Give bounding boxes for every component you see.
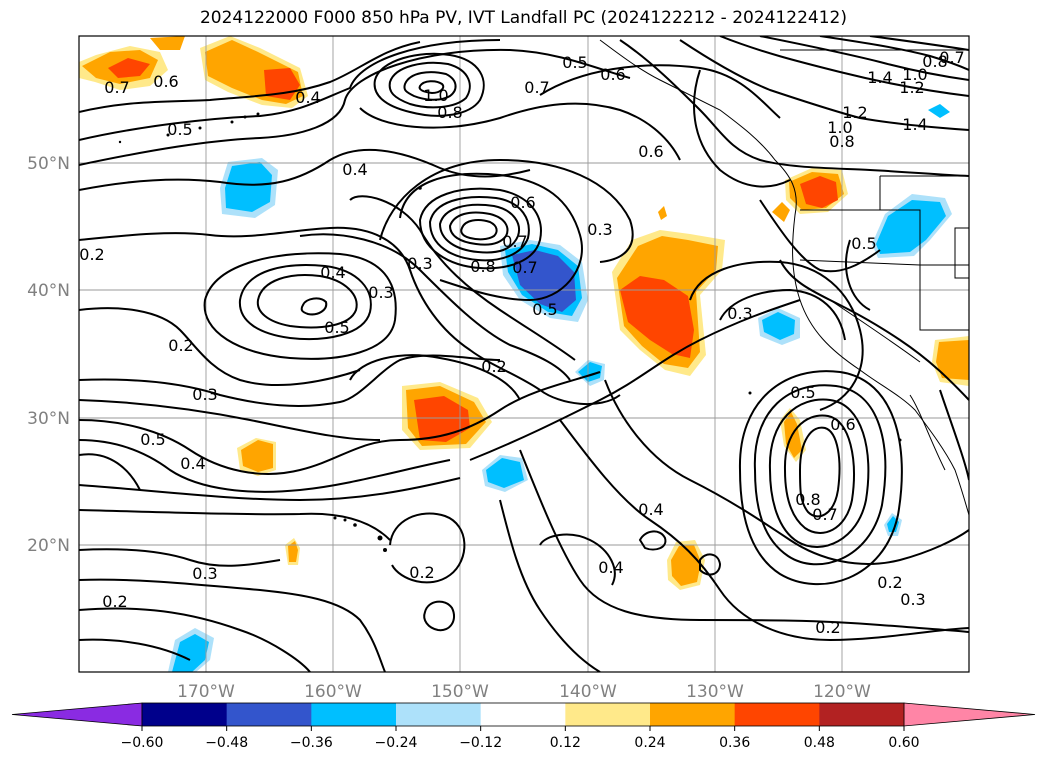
lon-label-160w: 160°W — [304, 682, 362, 702]
contour-label: 0.5 — [851, 234, 876, 253]
contour-label: 0.5 — [790, 383, 815, 402]
colorbar-tick-label: 0.60 — [888, 735, 919, 751]
contour-label: 1.0 — [423, 86, 448, 105]
colorbar-segment — [311, 703, 397, 726]
contour-label: 0.2 — [409, 563, 434, 582]
latitude-labels: 50°N 40°N 30°N 20°N — [27, 154, 70, 556]
contour-label: 0.2 — [102, 592, 127, 611]
colorbar-segment — [819, 703, 905, 726]
coastlines — [599, 39, 969, 516]
contour-label: 0.6 — [510, 193, 535, 212]
contour-label: 0.2 — [877, 573, 902, 592]
contour-label: 0.2 — [168, 336, 193, 355]
contour-label: 0.5 — [562, 53, 587, 72]
colorbar-segment — [650, 703, 736, 726]
contour-label: 1.0 — [902, 65, 927, 84]
contour-label: 0.5 — [324, 318, 349, 337]
lat-label-40: 40°N — [27, 281, 70, 301]
colorbar-extend-high — [903, 702, 1036, 727]
contour-label: 0.2 — [815, 618, 840, 637]
contour-label: 0.8 — [829, 132, 854, 151]
contour-label: 1.2 — [842, 103, 867, 122]
colorbar-tick-label: −0.12 — [459, 735, 502, 751]
contour-label: 0.2 — [79, 245, 104, 264]
colorbar-frame — [141, 702, 905, 727]
contour-label: 0.4 — [598, 558, 623, 577]
lon-label-150w: 150°W — [431, 682, 489, 702]
colorbar-tick-label: −0.60 — [121, 735, 164, 751]
contour-label: 0.5 — [167, 120, 192, 139]
colorbar-tick-label: −0.48 — [205, 735, 248, 751]
colorbar-tick-label: −0.36 — [290, 735, 333, 751]
lon-label-130w: 130°W — [686, 682, 744, 702]
contour-label: 0.4 — [638, 500, 663, 519]
contour-label: 0.3 — [192, 385, 217, 404]
contour-label: 0.6 — [600, 65, 625, 84]
colorbar-tick-label: 0.24 — [634, 735, 665, 751]
colorbar-extend-low — [11, 702, 143, 727]
islands — [118, 112, 902, 552]
lon-label-170w: 170°W — [177, 682, 235, 702]
contour-label: 0.5 — [140, 430, 165, 449]
colorbar-segment — [226, 703, 312, 726]
contour-label: 0.8 — [922, 52, 947, 71]
contour-label: 0.3 — [587, 220, 612, 239]
contour-label: 0.4 — [342, 160, 367, 179]
contour-label: 0.3 — [192, 564, 217, 583]
contour-label: 0.8 — [437, 103, 462, 122]
contour-label: 0.7 — [939, 48, 964, 67]
colorbar-segment — [142, 703, 228, 726]
lon-label-120w: 120°W — [813, 682, 871, 702]
map-frame — [78, 35, 970, 673]
contour-label: 0.7 — [104, 78, 129, 97]
contour-label: 0.3 — [368, 283, 393, 302]
contour-label: 0.7 — [812, 505, 837, 524]
contour-label: 0.8 — [795, 490, 820, 509]
contour-label: 0.4 — [320, 263, 345, 282]
colorbar-tick-label: 0.12 — [550, 735, 581, 751]
contour-label: 0.6 — [153, 72, 178, 91]
colorbar-tick-label: −0.24 — [375, 735, 418, 751]
contour-labels: 0.7 0.60.40.51.00.80.70.50.60.60.80.71.01… — [79, 48, 964, 637]
contour-label: 0.5 — [532, 300, 557, 319]
lat-label-50: 50°N — [27, 154, 70, 174]
pv-contours — [79, 36, 969, 672]
graticule — [79, 36, 969, 672]
lat-label-20: 20°N — [27, 536, 70, 556]
colorbar-tick-label: 0.48 — [804, 735, 835, 751]
colorbar-segment — [480, 703, 566, 726]
contour-label: 0.3 — [900, 590, 925, 609]
lat-label-30: 30°N — [27, 409, 70, 429]
map-title: 2024122000 F000 850 hPa PV, IVT Landfall… — [199, 8, 847, 28]
contour-label: 1.2 — [899, 78, 924, 97]
contour-label: 0.4 — [295, 88, 320, 107]
contour-label: 0.3 — [727, 304, 752, 323]
shaded-anomalies — [79, 36, 969, 672]
colorbar-tick-label: 0.36 — [719, 735, 750, 751]
contour-label: 0.7 — [524, 78, 549, 97]
longitude-labels: 170°W 160°W 150°W 140°W 130°W 120°W — [177, 682, 871, 702]
contour-label: 0.6 — [638, 142, 663, 161]
contour-label: 0.7 — [502, 232, 527, 251]
colorbar-segment — [565, 703, 651, 726]
lon-label-140w: 140°W — [559, 682, 617, 702]
contour-label: 1.4 — [902, 115, 927, 134]
contour-label: 1.0 — [827, 118, 852, 137]
contour-label: 0.7 — [512, 258, 537, 277]
colorbar-segment — [396, 703, 482, 726]
colorbar-segment — [734, 703, 820, 726]
contour-label: 0.2 — [481, 357, 506, 376]
colorbar: −0.60 −0.48 −0.36 −0.24 −0.12 0.12 0.24 0.36 0.4… — [11, 702, 1036, 751]
contour-label: 0.3 — [407, 254, 432, 273]
contour-label: 1.4 — [867, 68, 892, 87]
contour-label: 0.4 — [180, 454, 205, 473]
contour-label: 0.6 — [830, 415, 855, 434]
contour-label: 0.8 — [470, 257, 495, 276]
